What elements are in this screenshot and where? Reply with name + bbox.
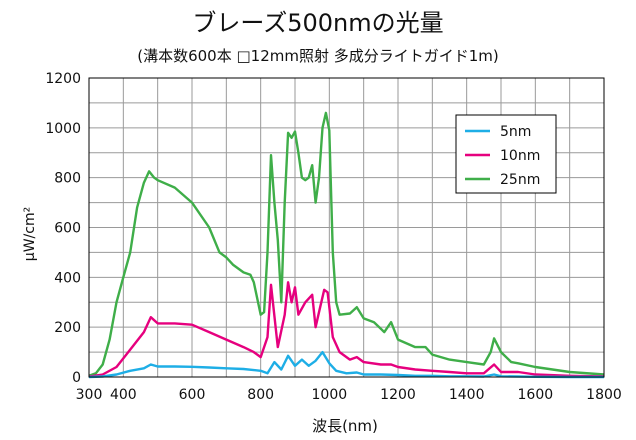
series-line-10nm — [88, 281, 605, 378]
x-tick-label: 1000 — [312, 387, 348, 403]
y-tick-label: 400 — [54, 270, 81, 286]
legend-label-25nm: 25nm — [500, 172, 540, 188]
legend-label-5nm: 5nm — [500, 124, 531, 140]
series-line-5nm — [88, 350, 604, 379]
y-axis-label: μW/cm² — [22, 207, 38, 261]
y-tick-label: 1000 — [45, 121, 81, 137]
series-line-25nm — [88, 111, 605, 377]
x-tick-labels: 300 400 600 800 1000 1200 1400 1600 1800 — [76, 387, 622, 403]
y-tick-labels: 0 200 400 600 800 1000 1200 — [45, 71, 81, 386]
x-tick-label: 600 — [179, 387, 206, 403]
legend: 5nm 10nm 25nm — [455, 114, 557, 194]
y-tick-label: 800 — [54, 171, 81, 187]
chart-subtitle: (溝本数600本 □12mm照射 多成分ライトガイド1m) — [137, 47, 499, 65]
legend-label-10nm: 10nm — [500, 148, 540, 164]
y-tick-label: 1200 — [45, 71, 81, 87]
plot-frame — [88, 77, 605, 378]
x-tick-label: 1200 — [380, 387, 416, 403]
x-tick-label: 1600 — [518, 387, 554, 403]
y-tick-label: 0 — [72, 370, 81, 386]
x-axis-label: 波長(nm) — [312, 417, 378, 435]
chart-title: ブレーズ500nmの光量 — [192, 9, 443, 37]
y-tick-label: 200 — [54, 320, 81, 336]
x-tick-label: 1400 — [449, 387, 485, 403]
y-tick-label: 600 — [54, 221, 81, 237]
series-layer — [88, 111, 605, 379]
x-tick-label: 300 — [76, 387, 103, 403]
x-tick-label: 1800 — [586, 387, 622, 403]
x-tick-label: 800 — [247, 387, 274, 403]
x-tick-label: 400 — [110, 387, 137, 403]
